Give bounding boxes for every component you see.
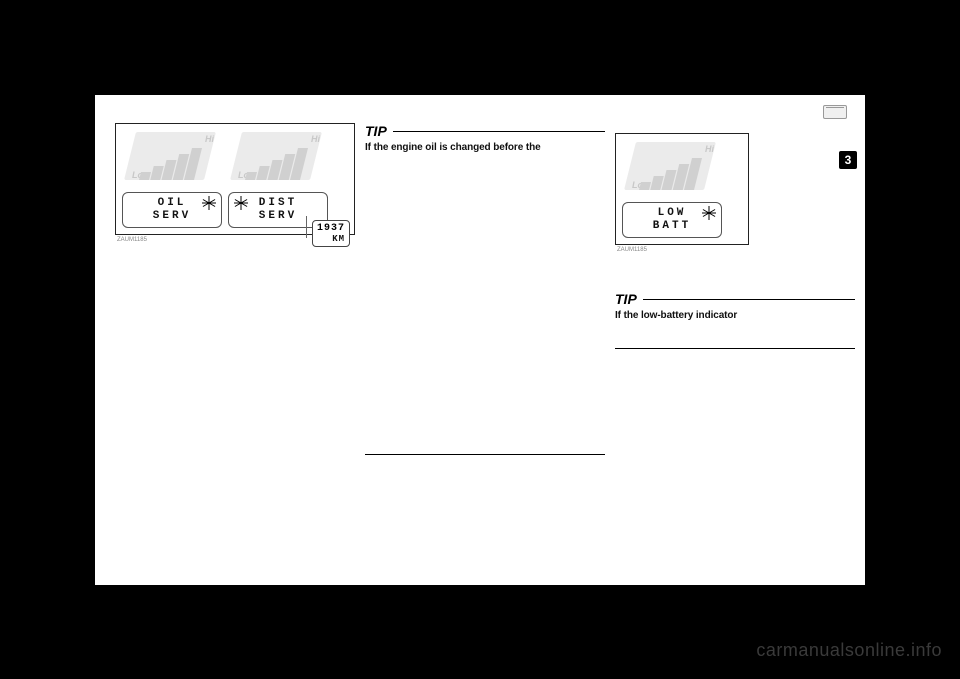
section-end-rule bbox=[615, 348, 855, 349]
callout-lead bbox=[306, 216, 307, 238]
hi-label: Hi bbox=[705, 144, 714, 154]
lcd-unit-lowbatt: Hi Lo LOW BATT bbox=[622, 140, 722, 238]
lcd-unit-oil: Hi Lo OIL SERV bbox=[122, 130, 222, 228]
manual-page: 3 Hi Lo bbox=[95, 95, 865, 585]
column-3: Hi Lo LOW BATT bbox=[615, 123, 855, 349]
column-1: Hi Lo OIL SERV bbox=[115, 123, 355, 243]
column-2: TIP If the engine oil is changed before … bbox=[365, 123, 605, 455]
tip-label: TIP bbox=[365, 123, 389, 139]
lcd-line2: SERV bbox=[153, 210, 191, 223]
lcd-fuel-gauge: Hi Lo bbox=[622, 140, 722, 200]
callout-value: 1937 bbox=[317, 223, 345, 234]
lcd-message-lowbatt: LOW BATT bbox=[622, 202, 722, 238]
blink-icon bbox=[201, 195, 217, 211]
tip-rule bbox=[393, 131, 605, 132]
section-end-rule bbox=[365, 454, 605, 455]
lcd-fuel-gauge: Hi Lo bbox=[122, 130, 222, 190]
tip-rule bbox=[643, 299, 855, 300]
lcd-line1: LOW bbox=[658, 207, 687, 220]
lcd-line1: DIST bbox=[259, 197, 297, 210]
lcd-line1: OIL bbox=[158, 197, 187, 210]
tip-label: TIP bbox=[615, 291, 639, 307]
tip-heading: TIP bbox=[365, 123, 605, 139]
lcd-illustration-lowbatt: Hi Lo LOW BATT bbox=[615, 133, 749, 245]
hi-label: Hi bbox=[311, 134, 320, 144]
lcd-message-oil: OIL SERV bbox=[122, 192, 222, 228]
lcd-line2: BATT bbox=[653, 220, 691, 233]
lcd-unit-dist: Hi Lo DIST SERV bbox=[228, 130, 328, 228]
blink-icon bbox=[233, 195, 249, 211]
distance-callout: 1937 KM bbox=[312, 220, 350, 247]
hi-label: Hi bbox=[205, 134, 214, 144]
lcd-illustration-oil-dist: Hi Lo OIL SERV bbox=[115, 123, 355, 235]
tip-heading: TIP bbox=[615, 291, 855, 307]
tip-body-line: If the low-battery indicator bbox=[615, 309, 855, 322]
tip-body-faded bbox=[365, 154, 605, 264]
blink-icon bbox=[701, 205, 717, 221]
lcd-line2: SERV bbox=[259, 210, 297, 223]
header-icon bbox=[823, 105, 847, 119]
lcd-fuel-gauge: Hi Lo bbox=[228, 130, 328, 190]
callout-unit: KM bbox=[317, 234, 345, 244]
tip-body-line: If the engine oil is changed before the bbox=[365, 141, 605, 154]
watermark: carmanualsonline.info bbox=[756, 640, 942, 661]
